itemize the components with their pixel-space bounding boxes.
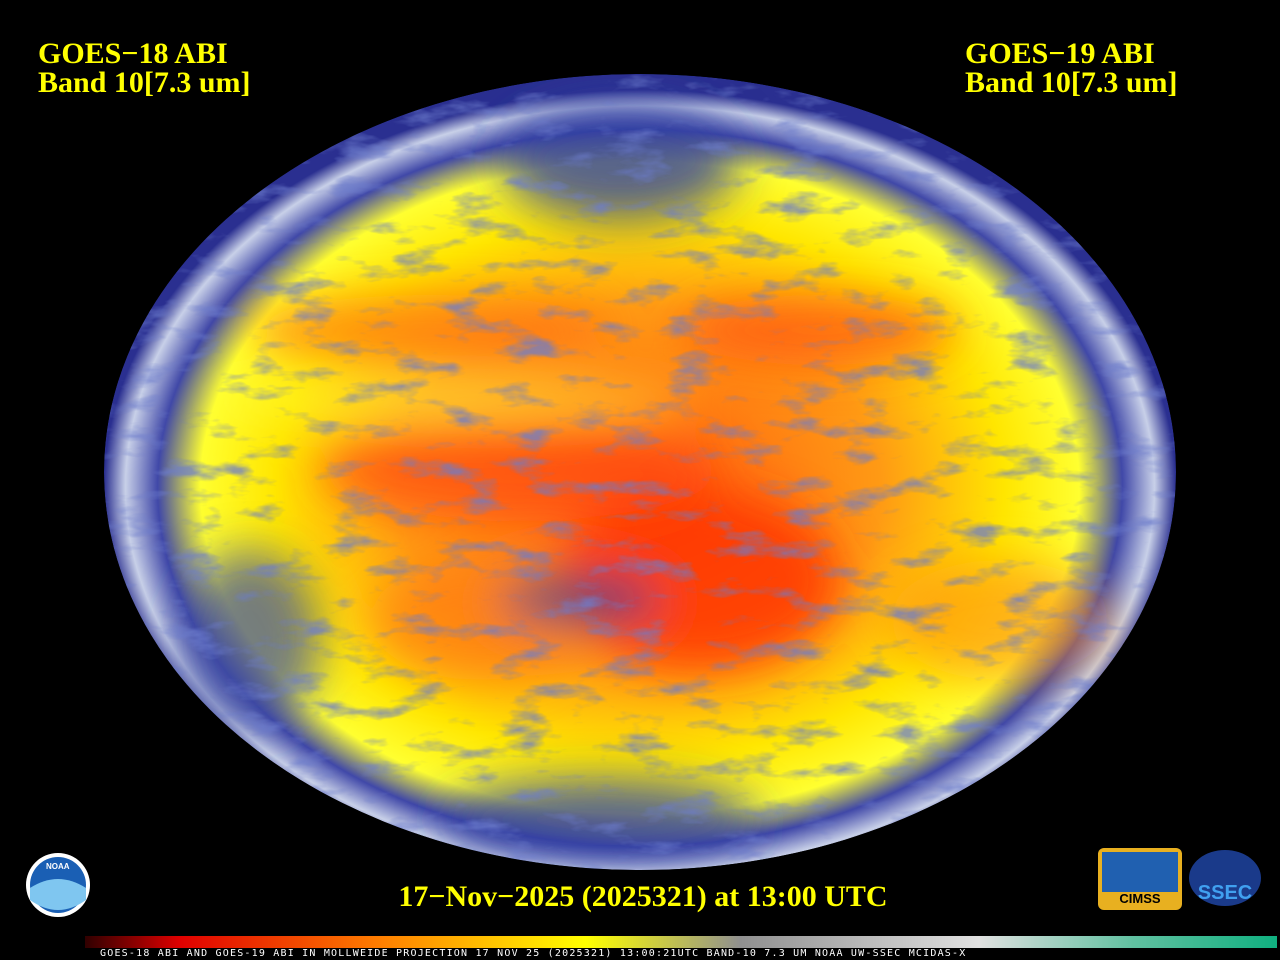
right-band: Band 10[7.3 um] bbox=[965, 66, 1178, 99]
left-band: Band 10[7.3 um] bbox=[38, 66, 251, 99]
cimss-text: CIMSS bbox=[1119, 891, 1161, 906]
ssec-logo: SSEC bbox=[1189, 850, 1261, 906]
noaa-text: NOAA bbox=[46, 862, 70, 871]
color-bar bbox=[85, 936, 1277, 948]
noaa-logo: NOAA bbox=[26, 853, 90, 917]
timestamp: 17−Nov−2025 (2025321) at 13:00 UTC bbox=[398, 880, 887, 913]
earth-disk bbox=[104, 74, 1176, 870]
left-satellite: GOES−18 ABI bbox=[38, 37, 228, 70]
ssec-text: SSEC bbox=[1198, 882, 1252, 904]
right-satellite: GOES−19 ABI bbox=[965, 37, 1155, 70]
cimss-logo: CIMSS bbox=[1098, 848, 1182, 910]
footer-caption: GOES-18 ABI AND GOES-19 ABI IN MOLLWEIDE… bbox=[100, 948, 966, 959]
